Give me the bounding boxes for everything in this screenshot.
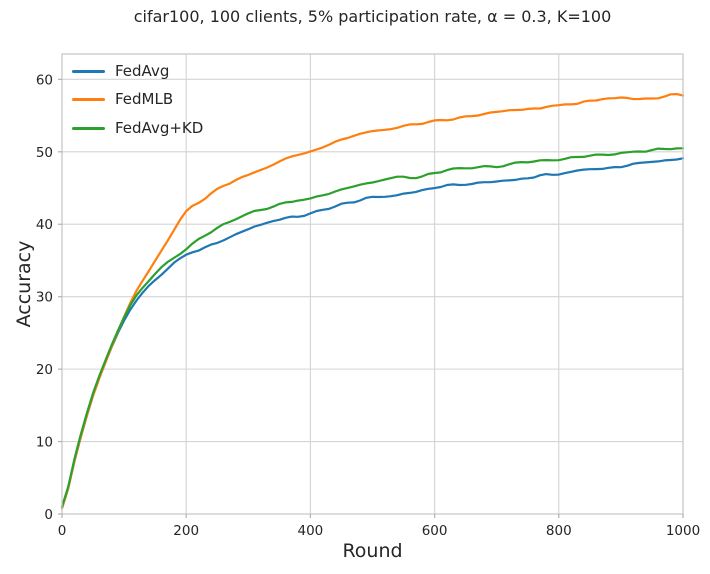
x-axis-label: Round: [342, 540, 403, 562]
tick-marks: [58, 78, 684, 518]
x-tick-label: 600: [422, 523, 448, 539]
x-tick-label: 1000: [666, 523, 700, 539]
plot-border: [61, 53, 684, 515]
y-tick-label: 50: [36, 145, 53, 161]
legend-label-fedavgkd: FedAvg+KD: [115, 118, 204, 137]
legend-item-fedavgkd: FedAvg+KD: [72, 114, 203, 143]
y-tick-label: 10: [36, 435, 53, 451]
y-tick-label: 0: [44, 507, 53, 523]
x-tick-label: 800: [546, 523, 572, 539]
y-tick-label: 40: [36, 217, 53, 233]
fedavg-line-swatch: [72, 69, 105, 73]
tick-labels: 0 200 400 600 800 1000 0 10 20 30 40 50 60: [36, 72, 700, 539]
legend-label-fedavg: FedAvg: [115, 61, 170, 80]
legend-item-fedmlb: FedMLB: [72, 86, 203, 115]
curve-fedavg: [60, 157, 685, 510]
y-tick-label: 60: [36, 72, 53, 88]
x-tick-label: 200: [173, 523, 199, 539]
x-tick-label: 0: [58, 523, 67, 539]
legend-label-fedmlb: FedMLB: [115, 90, 174, 109]
y-axis-label: Accuracy: [13, 240, 35, 328]
axes-spines: [61, 53, 684, 515]
data-curves: [60, 93, 685, 510]
gridlines: [61, 54, 684, 515]
y-tick-label: 30: [36, 290, 53, 306]
y-tick-label: 20: [36, 362, 53, 378]
fedavgkd-line-swatch: [72, 126, 105, 130]
fedmlb-line-swatch: [72, 98, 105, 102]
curve-fedavg-kd: [60, 147, 685, 508]
legend-item-fedavg: FedAvg: [72, 57, 203, 86]
chart-title: cifar100, 100 clients, 5% participation …: [133, 7, 612, 26]
legend: FedAvg FedMLB FedAvg+KD: [72, 57, 203, 143]
x-tick-label: 400: [298, 523, 324, 539]
curve-fedmlb: [60, 93, 685, 510]
